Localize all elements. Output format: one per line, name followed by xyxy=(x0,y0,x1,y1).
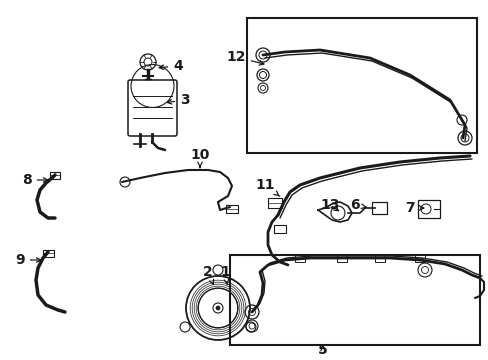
Text: 10: 10 xyxy=(190,148,209,168)
Text: 5: 5 xyxy=(318,343,327,357)
Bar xyxy=(273,225,285,233)
Bar xyxy=(246,18,476,153)
Text: 12: 12 xyxy=(226,50,264,65)
Bar xyxy=(43,250,54,257)
Bar xyxy=(371,202,386,214)
Bar xyxy=(229,255,479,345)
Text: 9: 9 xyxy=(15,253,41,267)
Bar xyxy=(267,198,282,208)
Bar xyxy=(336,254,346,262)
Text: 8: 8 xyxy=(22,173,48,187)
Text: 11: 11 xyxy=(255,178,279,196)
Text: 13: 13 xyxy=(320,198,339,212)
Bar xyxy=(414,254,424,262)
Text: 4: 4 xyxy=(159,59,183,73)
Bar xyxy=(374,254,384,262)
Circle shape xyxy=(216,306,220,310)
Bar xyxy=(417,200,439,218)
Text: 1: 1 xyxy=(220,265,229,285)
Text: 6: 6 xyxy=(349,198,366,212)
Bar xyxy=(225,205,238,213)
Bar xyxy=(50,172,60,179)
Text: 2: 2 xyxy=(203,265,213,284)
Text: 3: 3 xyxy=(167,93,189,107)
Bar xyxy=(294,254,305,262)
Text: 7: 7 xyxy=(405,201,423,215)
